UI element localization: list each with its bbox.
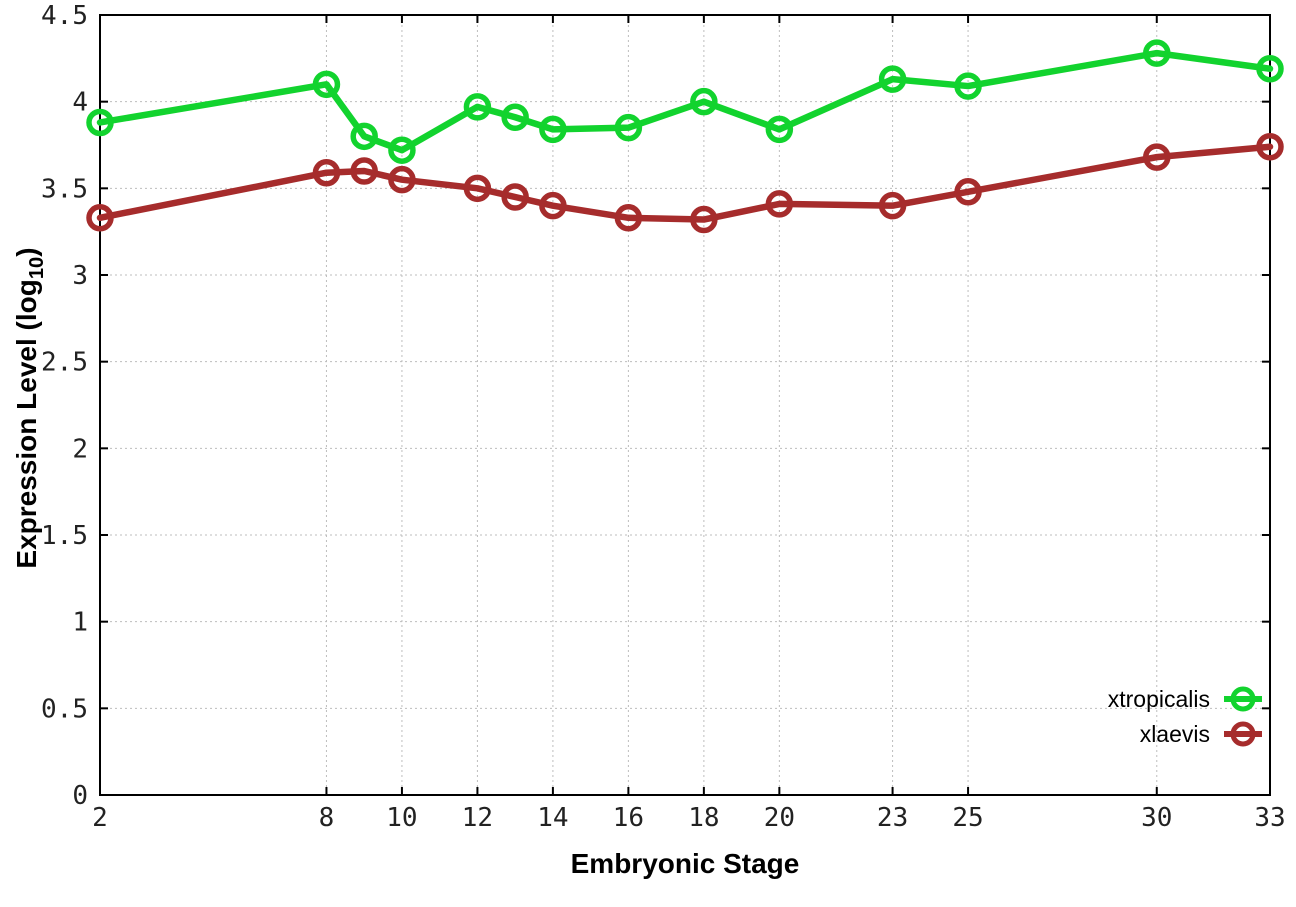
y-tick-label: 0.5 [41,694,88,724]
legend-marker-circle-xlaevis [1230,721,1256,747]
y-tick-label: 1 [72,608,88,638]
data-point-xlaevis [1143,143,1171,171]
data-point-xlaevis [1256,132,1284,161]
data-point-xlaevis [954,178,982,206]
data-point-xtropicalis [350,122,378,151]
y-tick-label: 1.5 [41,521,88,551]
x-tick-label: 18 [688,803,719,833]
legend-label-xlaevis: xlaevis [1140,721,1210,747]
plot-border [99,14,1271,796]
data-point-xlaevis [501,183,529,211]
series-line-xlaevis [96,143,1274,223]
x-tick-label: 25 [952,803,983,833]
data-point-xlaevis [690,205,718,234]
x-tick-label: 23 [877,803,908,833]
data-point-xlaevis [350,157,378,185]
y-axis-title: Expression Level (log10) [11,247,49,568]
data-point-xlaevis [539,191,567,220]
data-point-xtropicalis [878,65,907,93]
legend-marker-circle-xtropicalis [1230,686,1256,712]
data-point-xtropicalis [1143,39,1171,67]
data-point-xtropicalis [539,115,567,144]
data-point-xlaevis [765,190,794,218]
x-tick-label: 20 [764,803,795,833]
x-tick-label: 33 [1254,803,1285,833]
y-tick-label: 4 [72,88,88,118]
data-point-xlaevis [878,191,907,220]
data-point-xlaevis [463,174,492,203]
x-tick-label: 2 [92,803,108,833]
legend-label-xtropicalis: xtropicalis [1108,686,1210,712]
data-point-xtropicalis [954,72,982,100]
x-tick-label: 10 [386,803,417,833]
data-point-xlaevis [614,204,643,232]
y-tick-label: 3.5 [41,174,88,204]
y-axis-title-subscript: 10 [25,256,48,280]
data-point-xtropicalis [765,115,794,144]
data-point-xlaevis [86,204,114,232]
y-tick-label: 3 [72,261,88,291]
data-point-xlaevis [388,165,416,194]
x-axis-title: Embryonic Stage [570,848,800,879]
data-point-xtropicalis [463,93,492,121]
y-axis-title-text: Expression Level (log [11,279,43,569]
x-tick-label: 12 [462,803,493,833]
data-point-xtropicalis [614,113,643,142]
x-tick-label: 14 [537,803,568,833]
x-tick-label: 30 [1141,803,1172,833]
data-point-xtropicalis [690,87,718,116]
y-tick-label: 2.5 [41,348,88,378]
x-tick-label: 8 [319,803,335,833]
y-tick-label: 2 [72,434,88,464]
data-point-xtropicalis [312,70,341,99]
y-tick-label: 0 [72,781,88,811]
data-point-xtropicalis [501,103,529,132]
y-axis-title-close: ) [11,247,43,257]
data-point-xtropicalis [1256,54,1284,83]
data-point-xtropicalis [388,136,416,164]
y-tick-label: 4.5 [41,1,88,31]
data-point-xtropicalis [86,108,114,137]
data-point-xlaevis [312,158,341,187]
x-tick-label: 16 [613,803,644,833]
